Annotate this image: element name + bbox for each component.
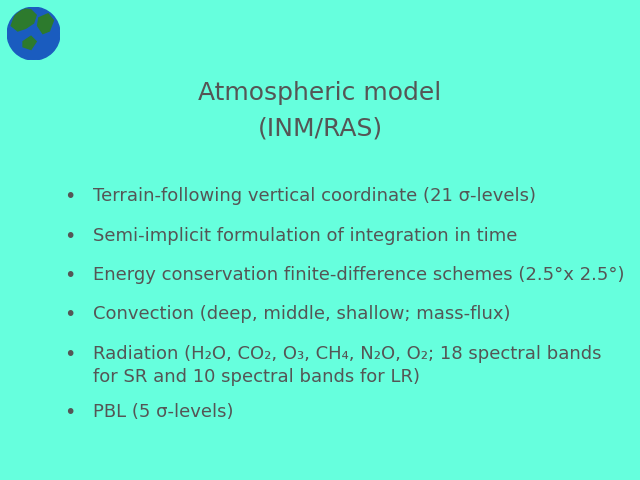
Polygon shape (23, 36, 36, 49)
Polygon shape (11, 9, 36, 31)
Text: Semi-implicit formulation of integration in time: Semi-implicit formulation of integration… (93, 227, 517, 245)
Text: •: • (64, 345, 76, 364)
Polygon shape (38, 14, 53, 34)
Text: •: • (64, 227, 76, 246)
Text: •: • (64, 305, 76, 324)
Text: •: • (64, 403, 76, 422)
Text: Convection (deep, middle, shallow; mass-flux): Convection (deep, middle, shallow; mass-… (93, 305, 510, 324)
Text: Terrain-following vertical coordinate (21 σ-levels): Terrain-following vertical coordinate (2… (93, 187, 536, 205)
Text: Energy conservation finite-difference schemes (2.5°x 2.5°): Energy conservation finite-difference sc… (93, 266, 624, 284)
Text: PBL (5 σ-levels): PBL (5 σ-levels) (93, 403, 234, 421)
Circle shape (7, 7, 60, 60)
Text: Atmospheric model
(INM/RAS): Atmospheric model (INM/RAS) (198, 81, 442, 140)
Text: Radiation (H₂O, CO₂, O₃, CH₄, N₂O, O₂; 18 spectral bands
for SR and 10 spectral : Radiation (H₂O, CO₂, O₃, CH₄, N₂O, O₂; 1… (93, 345, 602, 385)
Text: •: • (64, 266, 76, 285)
Text: •: • (64, 187, 76, 206)
